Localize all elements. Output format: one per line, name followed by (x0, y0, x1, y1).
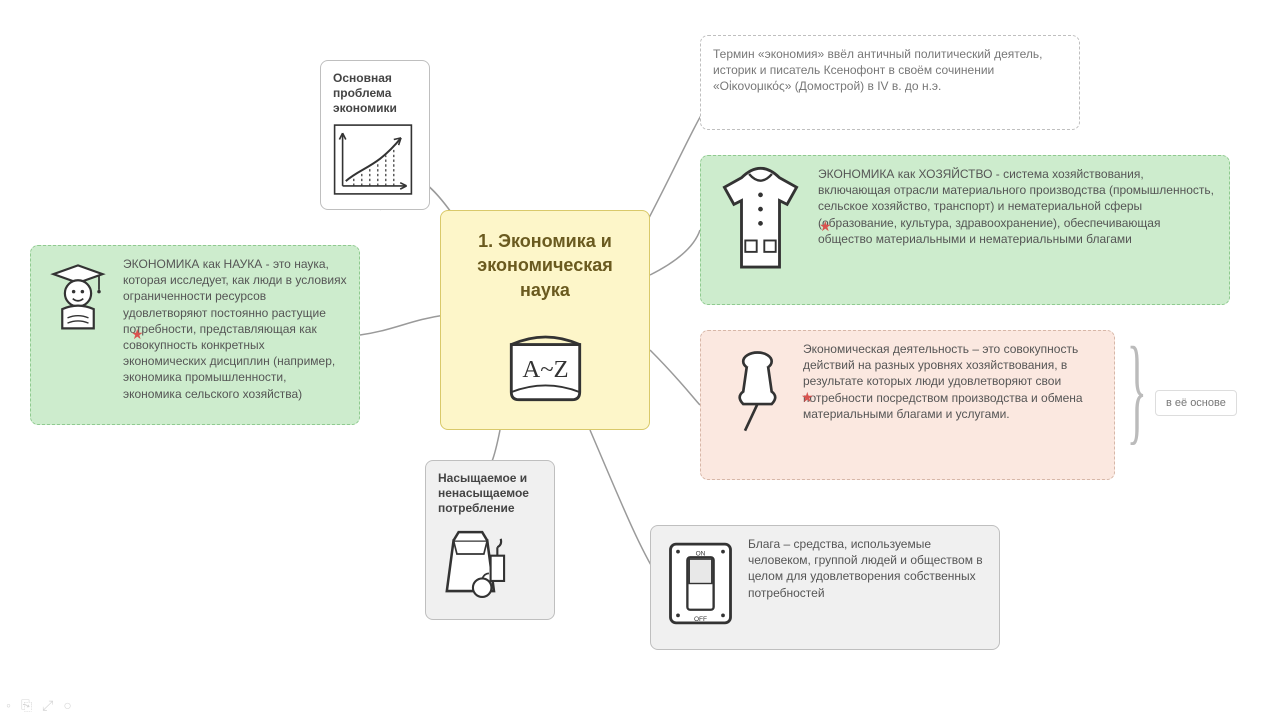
node-consumption[interactable]: Насыщаемое и ненасыщаемое потребление (425, 460, 555, 620)
node-goods[interactable]: ON OFF Блага – средства, используемые че… (650, 525, 1000, 650)
toolbar-icon[interactable]: ◦ (6, 697, 11, 714)
dictionary-book-icon: A~Z (498, 318, 593, 413)
bottom-toolbar: ◦ ⎘ ⤢ ○ (6, 697, 72, 714)
grocery-bag-icon (438, 522, 523, 602)
toolbar-icon[interactable]: ○ (63, 697, 71, 714)
center-title: 1. Экономика и экономическая наука (453, 229, 637, 302)
center-node[interactable]: 1. Экономика и экономическая наука A~Z (440, 210, 650, 430)
node-activity[interactable]: ★ Экономическая деятельность – это совок… (700, 330, 1115, 480)
node-consumption-title: Насыщаемое и ненасыщаемое потребление (438, 471, 542, 516)
side-note[interactable]: в её основе (1155, 390, 1237, 416)
mindmap-canvas: 1. Экономика и экономическая наука A~Z О… (0, 0, 1280, 720)
node-goods-text: Блага – средства, используемые человеком… (748, 536, 987, 601)
svg-text:OFF: OFF (694, 616, 707, 623)
connector (490, 430, 500, 463)
toolbar-icon[interactable]: ⤢ (42, 697, 53, 714)
node-term-text: Термин «экономия» ввёл античный политиче… (713, 46, 1067, 95)
node-activity-text: Экономическая деятельность – это совокуп… (803, 341, 1102, 422)
node-economy-system[interactable]: ★ ЭКОНОМИКА как ХОЗЯЙСТВО - система хозя… (700, 155, 1230, 305)
node-science[interactable]: ★ ЭКОНОМИКА как НАУКА - это наука, котор… (30, 245, 360, 425)
growth-chart-icon (333, 122, 413, 197)
node-science-text: ЭКОНОМИКА как НАУКА - это наука, которая… (123, 256, 347, 402)
scholar-icon (43, 256, 113, 336)
toolbar-icon[interactable]: ⎘ (21, 697, 32, 714)
side-note-label: в её основе (1166, 397, 1226, 409)
curly-brace-icon: } (1127, 320, 1147, 458)
star-icon: ★ (801, 389, 814, 406)
node-problem-title: Основная проблема экономики (333, 71, 417, 116)
node-economy-text: ЭКОНОМИКА как ХОЗЯЙСТВО - система хозяйс… (818, 166, 1217, 247)
star-icon: ★ (131, 326, 144, 343)
connector (360, 315, 445, 335)
shirt-icon (713, 166, 808, 276)
connector (650, 230, 700, 275)
light-switch-icon: ON OFF (663, 536, 738, 631)
node-term[interactable]: Термин «экономия» ввёл античный политиче… (700, 35, 1080, 130)
node-problem[interactable]: Основная проблема экономики (320, 60, 430, 210)
svg-text:ON: ON (696, 550, 706, 557)
pushpin-icon (713, 341, 793, 436)
connector (650, 350, 700, 405)
svg-text:A~Z: A~Z (522, 356, 568, 383)
star-icon: ★ (819, 218, 832, 235)
